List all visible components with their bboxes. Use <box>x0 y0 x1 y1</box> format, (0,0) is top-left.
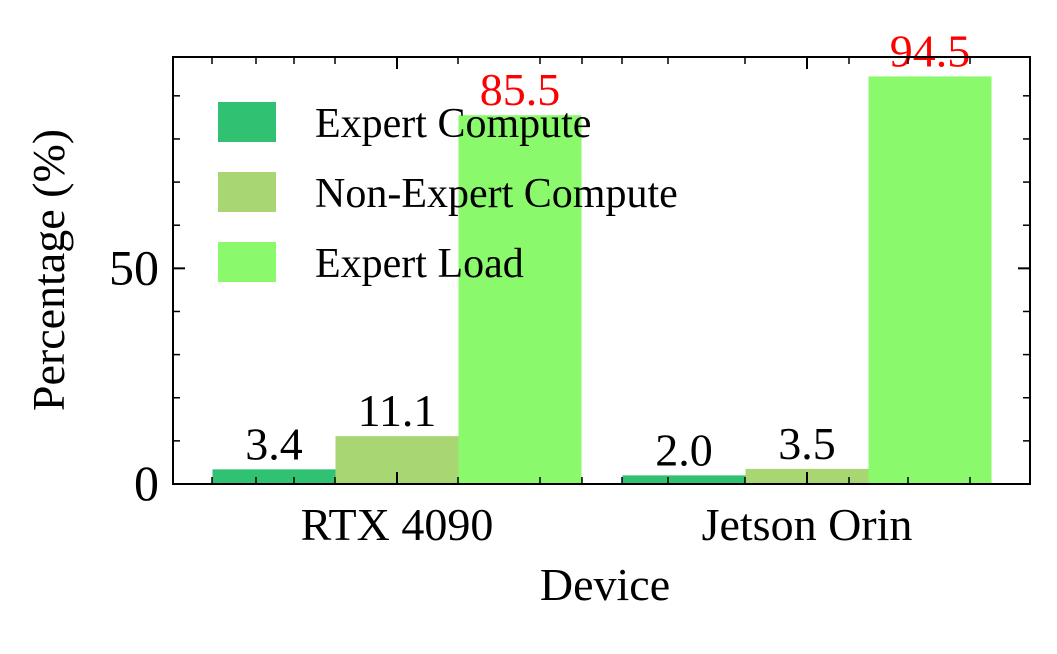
tick-labels-layer: 0 50 RTX 4090 Jetson Orin <box>109 239 912 550</box>
legend: Expert Compute Non-Expert Compute Expert L… <box>218 101 678 287</box>
y-tick-label: 0 <box>134 455 159 511</box>
x-tick-label: Jetson Orin <box>702 499 913 550</box>
value-label: 3.5 <box>778 418 836 469</box>
legend-swatch <box>218 242 276 282</box>
legend-label: Expert Compute <box>315 101 591 147</box>
legend-label: Expert Load <box>315 241 524 287</box>
value-label: 94.5 <box>890 25 971 76</box>
legend-swatch <box>218 102 276 142</box>
value-label: 85.5 <box>480 64 561 115</box>
legend-label: Non-Expert Compute <box>315 171 678 217</box>
value-labels-layer: 3.4 11.1 85.5 2.0 3.5 94.5 <box>245 25 970 475</box>
bar-expert-compute-jetson-orin <box>622 475 746 484</box>
plot-frame <box>172 56 1031 485</box>
legend-swatch <box>218 172 276 212</box>
y-axis-label: Percentage (%) <box>23 129 74 411</box>
bar-expert-load-jetson-orin <box>868 76 992 484</box>
x-axis-label: Device <box>540 559 670 610</box>
ticks-layer <box>173 57 1030 485</box>
bar-expert-compute-rtx-4090 <box>212 469 336 484</box>
x-tick-label: RTX 4090 <box>301 499 494 550</box>
value-label: 2.0 <box>655 424 713 475</box>
y-tick-label: 50 <box>109 239 159 295</box>
value-label: 3.4 <box>245 418 303 469</box>
value-label: 11.1 <box>358 385 437 436</box>
bars-layer <box>212 76 992 485</box>
bar-expert-load-rtx-4090 <box>458 115 582 485</box>
